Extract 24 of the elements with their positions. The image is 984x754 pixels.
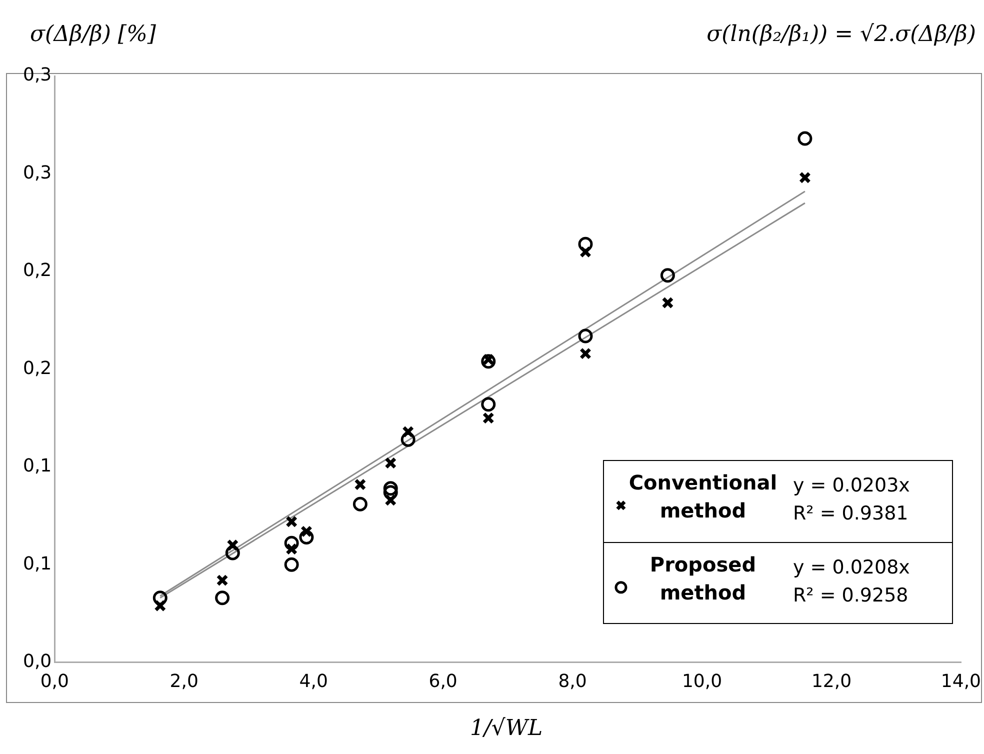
x-tick-label: 8,0 [558, 670, 587, 692]
y-axis-title: σ(Δβ/β) [%] [30, 22, 156, 47]
x-tick-label: 10,0 [682, 670, 722, 692]
chart-subtitle: σ(ln(β₂/β₁)) = √2.σ(Δβ/β) [706, 22, 976, 47]
x-tick-label: 2,0 [170, 670, 198, 692]
x-tick-label: 6,0 [428, 670, 458, 692]
y-tick-label: 0,1 [22, 456, 52, 477]
x-tick-label: 14,0 [940, 670, 981, 692]
x-tick-label: 0,0 [40, 670, 69, 692]
x-axis-title: 1/√WL [470, 716, 543, 741]
legend-label: Proposed method [650, 552, 756, 605]
annotation: y = 0.0203x [792, 474, 910, 496]
y-tick-label: 0,2 [22, 358, 52, 379]
annotation: y = 0.0208x [792, 556, 910, 578]
x-tick-label: 4,0 [299, 670, 328, 692]
annotation: R² = 0.9258 [792, 584, 908, 606]
annotation: R² = 0.9381 [792, 502, 908, 524]
y-tick-label: 0,0 [22, 651, 52, 672]
y-tick-label: 0,3 [22, 64, 52, 86]
y-tick-label: 0,1 [22, 553, 52, 574]
legend-label: Conventional method [628, 470, 778, 523]
y-tick-label: 0,3 [22, 162, 52, 184]
y-tick-label: 0,2 [22, 260, 52, 282]
x-tick-label: 12,0 [811, 670, 852, 692]
